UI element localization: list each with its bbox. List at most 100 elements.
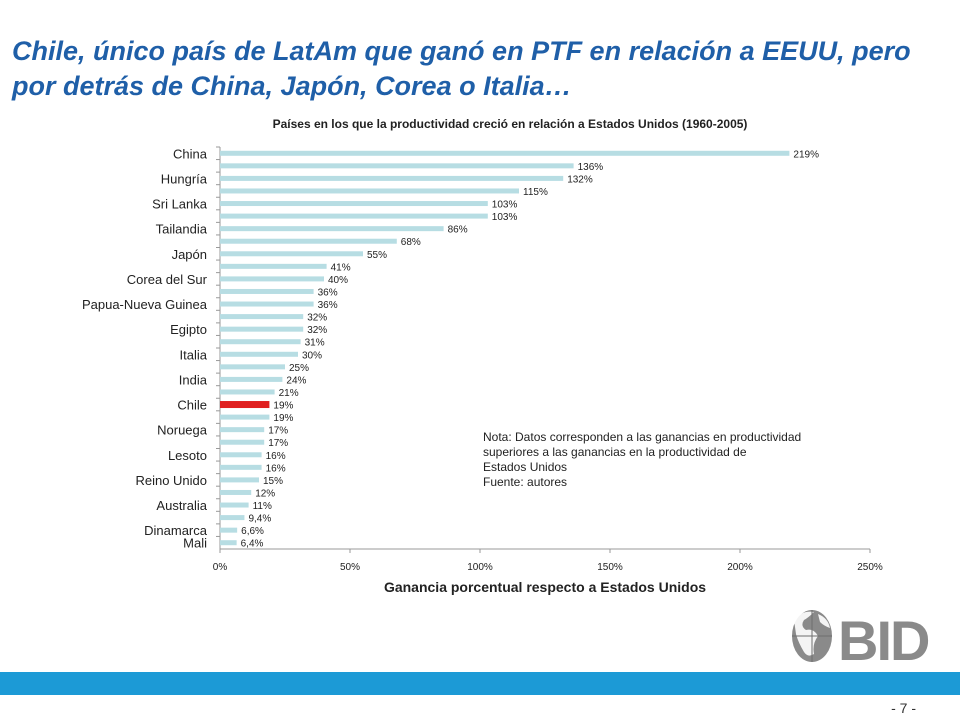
bar	[220, 351, 298, 357]
bar-value-label: 24%	[286, 375, 306, 386]
category-label: Dinamarca	[144, 523, 208, 538]
note-line: Nota: Datos corresponden a las ganancias…	[483, 430, 802, 444]
bar	[220, 502, 249, 508]
category-label: Reino Unido	[135, 473, 207, 488]
bar	[220, 163, 574, 169]
bar-value-label: 115%	[523, 187, 548, 198]
bar-value-label: 15%	[263, 476, 283, 487]
bar-value-label: 103%	[492, 212, 518, 223]
category-label: Tailandia	[156, 222, 208, 237]
bar-value-label: 6,4%	[241, 539, 264, 550]
bar-value-label: 31%	[305, 338, 325, 349]
bar-value-label: 25%	[289, 363, 309, 374]
footer-bar	[0, 672, 960, 695]
bar	[220, 515, 245, 521]
category-label: Hungría	[161, 171, 208, 186]
bar-value-label: 41%	[331, 262, 351, 273]
bar-value-label: 86%	[448, 225, 468, 236]
note-source: Fuente: autores	[483, 475, 568, 489]
x-tick-label: 250%	[857, 562, 883, 573]
bar-value-label: 32%	[307, 325, 327, 336]
bar-value-label: 68%	[401, 237, 421, 248]
bar-value-label: 17%	[268, 426, 288, 437]
bar	[220, 263, 327, 269]
bar	[220, 477, 259, 483]
bar-value-label: 16%	[266, 463, 286, 474]
bar-value-label: 132%	[567, 174, 593, 185]
bar	[220, 376, 283, 382]
bar	[220, 540, 237, 546]
category-label: India	[179, 372, 208, 387]
bid-logo: BID	[792, 609, 931, 666]
bar-value-label: 19%	[273, 401, 293, 412]
bar-value-label: 30%	[302, 350, 322, 361]
category-label: Japón	[172, 247, 207, 262]
bar	[220, 226, 444, 232]
category-label: Egipto	[170, 322, 207, 337]
bar	[220, 427, 265, 433]
bar	[220, 188, 519, 194]
x-tick-label: 0%	[213, 562, 228, 573]
category-label: Noruega	[157, 423, 208, 438]
bar-value-label: 40%	[328, 275, 348, 286]
bar	[220, 314, 304, 320]
bar	[220, 452, 262, 458]
bar	[220, 175, 564, 181]
bar	[220, 326, 304, 332]
globe-americas-icon	[792, 610, 832, 662]
bar	[220, 489, 252, 495]
category-label: Italia	[180, 347, 208, 362]
x-tick-label: 50%	[340, 562, 360, 573]
bar	[220, 276, 324, 282]
bar-value-label: 16%	[266, 451, 286, 462]
bar-value-label: 9,4%	[248, 514, 271, 525]
category-label: Sri Lanka	[152, 197, 208, 212]
bar-value-label: 17%	[268, 438, 288, 449]
logo-text: BID	[838, 609, 929, 666]
bar-value-label: 219%	[793, 149, 819, 160]
bar	[220, 439, 265, 445]
x-tick-label: 150%	[597, 562, 623, 573]
slide-title: Chile, único país de LatAm que ganó en P…	[12, 36, 911, 101]
bar	[220, 150, 790, 156]
chart-title: Países en los que la productividad creci…	[272, 117, 748, 131]
bar	[220, 527, 238, 533]
bar	[220, 339, 301, 345]
page-number: - 7 -	[891, 700, 916, 716]
bar	[220, 389, 275, 395]
bar	[220, 301, 314, 307]
bar-value-label: 6,6%	[241, 526, 264, 537]
category-label: China	[173, 146, 208, 161]
x-axis-label: Ganancia porcentual respecto a Estados U…	[383, 579, 707, 595]
x-tick-label: 100%	[467, 562, 493, 573]
bar	[220, 288, 314, 294]
bar	[220, 414, 270, 420]
bar-value-label: 32%	[307, 313, 327, 324]
bar	[220, 201, 488, 207]
bar	[220, 238, 397, 244]
note-line: superiores a las ganancias en la product…	[483, 445, 747, 459]
category-label: Corea del Sur	[127, 272, 208, 287]
category-label: Australia	[156, 498, 207, 513]
category-label: Mali	[183, 536, 207, 551]
category-label: Chile	[177, 398, 207, 413]
bar-value-label: 36%	[318, 300, 338, 311]
bar-highlight	[220, 401, 270, 409]
bar-value-label: 136%	[578, 162, 604, 173]
bar	[220, 251, 363, 257]
note-line: Estados Unidos	[483, 460, 568, 474]
bar	[220, 364, 285, 370]
bar-value-label: 55%	[367, 250, 387, 261]
x-tick-label: 200%	[727, 562, 753, 573]
category-label: Lesoto	[168, 448, 207, 463]
bar-value-label: 12%	[255, 488, 275, 499]
bar	[220, 464, 262, 470]
chart-note: Nota: Datos corresponden a las ganancias…	[483, 430, 903, 490]
bar-value-label: 103%	[492, 200, 518, 211]
bar	[220, 213, 488, 219]
bar-value-label: 19%	[273, 413, 293, 424]
bar-value-label: 11%	[253, 501, 272, 512]
bar-value-label: 36%	[318, 287, 338, 298]
bar-value-label: 21%	[279, 388, 299, 399]
